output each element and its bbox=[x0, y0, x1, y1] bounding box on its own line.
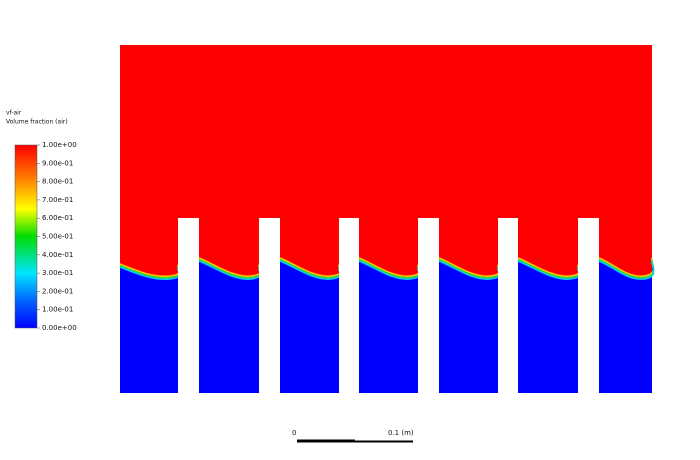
water-region bbox=[199, 261, 261, 393]
water-region bbox=[599, 261, 654, 393]
legend-label: 3.00e-01 bbox=[42, 269, 73, 277]
legend-label: 9.00e-01 bbox=[42, 159, 73, 167]
water-region bbox=[439, 261, 500, 393]
scale-end: 0.1 (m) bbox=[388, 429, 414, 437]
legend-label: 4.00e-01 bbox=[42, 251, 73, 259]
baffle bbox=[578, 218, 599, 394]
legend-label: 6.00e-01 bbox=[42, 214, 73, 222]
baffle bbox=[178, 218, 199, 394]
legend-title: vf-air bbox=[6, 110, 22, 117]
legend-label: 7.00e-01 bbox=[42, 196, 73, 204]
legend-label: 5.00e-01 bbox=[42, 233, 73, 241]
water-region bbox=[120, 267, 180, 393]
legend-label: 1.00e+00 bbox=[42, 141, 77, 149]
water-region bbox=[518, 261, 580, 393]
baffle bbox=[259, 218, 280, 394]
baffle bbox=[339, 218, 359, 394]
legend-label: 0.00e+00 bbox=[42, 324, 77, 332]
legend-label: 2.00e-01 bbox=[42, 287, 73, 295]
legend-title: Volume fraction (air) bbox=[6, 119, 68, 126]
water-region bbox=[359, 261, 420, 393]
baffle bbox=[498, 218, 518, 394]
interface-band bbox=[598, 260, 655, 280]
baffle bbox=[418, 218, 439, 394]
legend-label: 8.00e-01 bbox=[42, 178, 73, 186]
scale-start: 0 bbox=[292, 429, 296, 437]
colorbar bbox=[14, 144, 38, 329]
water-region bbox=[280, 261, 341, 393]
legend-label: 1.00e-01 bbox=[42, 306, 73, 314]
